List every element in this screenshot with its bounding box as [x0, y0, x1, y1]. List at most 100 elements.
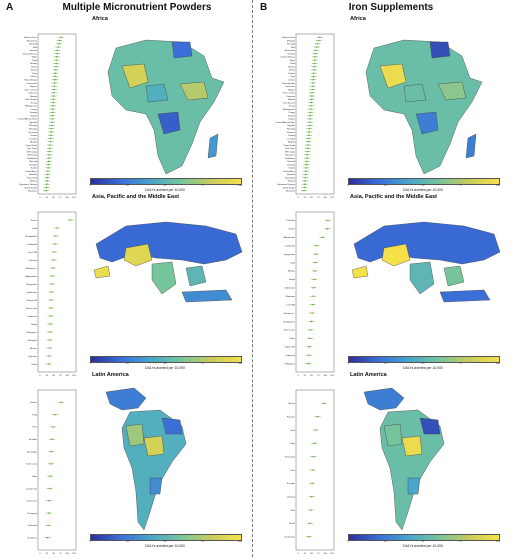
data-point	[56, 52, 58, 55]
category-label: Mauritania	[285, 49, 296, 52]
data-point	[313, 442, 316, 445]
data-point	[313, 69, 315, 71]
data-point	[312, 295, 315, 298]
data-point	[309, 121, 311, 123]
data-point	[50, 450, 53, 453]
data-point	[49, 323, 52, 325]
category-label: Zimbabwe	[27, 158, 38, 160]
category-label: Kenya	[289, 106, 296, 108]
country-shape	[149, 477, 163, 495]
category-label: Guatemala	[284, 535, 295, 538]
x-tick-label: 125	[330, 375, 334, 377]
category-label: Niger	[32, 56, 37, 59]
country-shape	[93, 265, 111, 279]
data-point	[47, 163, 50, 166]
category-label: Pakistan	[29, 259, 38, 262]
colorbar-tick: 75	[459, 184, 462, 187]
data-point	[311, 482, 313, 485]
x-tick-label: 125	[330, 553, 334, 555]
category-label: Djibouti	[30, 180, 38, 183]
colorbar-tick: 25	[384, 184, 387, 187]
category-label: Guinea-Bissau	[281, 57, 296, 59]
data-point	[54, 243, 56, 245]
category-label: Cambodia	[27, 244, 38, 246]
data-point	[49, 144, 51, 146]
country-shape	[105, 387, 147, 411]
choropleth-map-asia-pacific-and-the-middle-east-b	[351, 221, 501, 303]
country-shape	[379, 63, 407, 89]
category-label: Cuba	[290, 443, 296, 445]
data-point	[308, 134, 310, 137]
panel-letter-a: A	[6, 2, 14, 13]
data-point	[309, 337, 311, 340]
category-label: Sierra Leone	[282, 92, 295, 95]
data-point	[53, 88, 55, 91]
colorbar-tick: 0	[89, 184, 91, 187]
x-tick-label: 75	[317, 375, 320, 377]
x-tick-label: 0	[39, 375, 41, 377]
data-point	[51, 118, 54, 120]
colorbar-tick: 0	[347, 184, 349, 187]
colorbar-label: DALYs averted per 10,000	[145, 188, 185, 192]
category-label: Solomon Is.	[283, 313, 295, 315]
country-shape	[95, 221, 243, 265]
category-label: Philippines	[284, 363, 295, 365]
category-label: Benin	[289, 70, 295, 72]
choropleth-map-latin-america-b	[363, 387, 445, 531]
category-label: Comoros	[28, 92, 38, 95]
category-label: Nepal	[289, 279, 295, 281]
data-point	[317, 39, 320, 42]
category-label: Swaziland	[27, 177, 38, 179]
category-label: Angola	[288, 141, 296, 144]
dotplot-frame	[295, 33, 335, 195]
category-label: Haiti	[33, 413, 38, 416]
category-label: China	[31, 364, 37, 366]
colorbar-label: DALYs averted per 10,000	[145, 544, 185, 548]
data-point	[51, 111, 54, 114]
x-tick-label: 0	[39, 197, 41, 199]
country-shape	[143, 435, 165, 457]
country-shape	[145, 83, 169, 103]
category-label: Ghana	[30, 70, 37, 72]
colorbar-tick: 100	[496, 540, 500, 543]
column-divider	[252, 0, 253, 557]
data-point	[49, 331, 51, 333]
category-label: Malawi	[30, 96, 37, 98]
data-point	[50, 307, 52, 309]
category-label: Gabon	[30, 115, 37, 117]
data-point	[308, 345, 311, 348]
country-shape	[465, 133, 477, 159]
data-point	[305, 167, 307, 169]
data-point	[308, 131, 310, 133]
data-point	[49, 475, 52, 477]
data-point	[55, 65, 57, 68]
colorbar-tick: 25	[384, 362, 387, 365]
x-tick-label: 50	[52, 553, 55, 555]
x-tick-label: 75	[317, 197, 320, 199]
data-point	[305, 160, 308, 163]
category-label: South Africa	[25, 170, 38, 173]
category-label: Venezuela	[285, 456, 296, 458]
data-point	[47, 167, 49, 169]
category-label: Brazil	[290, 522, 296, 525]
data-point	[309, 329, 312, 331]
colorbar-ticks: 0 25 50 75 100	[89, 184, 242, 189]
category-label: Chad	[32, 60, 38, 62]
data-point	[321, 236, 324, 239]
data-point	[48, 154, 51, 156]
category-label: Zambia	[288, 115, 296, 117]
colorbar-ticks: 0 25 50 75 100	[89, 362, 242, 367]
x-tick-label: 0	[39, 553, 41, 555]
data-point	[50, 299, 52, 301]
category-label: Timor-Leste	[283, 329, 295, 332]
data-point	[52, 259, 55, 261]
region-title: Asia, Pacific and the Middle East	[92, 194, 180, 200]
country-shape	[439, 289, 491, 303]
category-label: Equatorial Guinea	[277, 183, 295, 186]
data-point	[60, 36, 63, 39]
category-label: Cape Verde	[283, 144, 295, 147]
data-point	[51, 114, 54, 117]
category-label: Mauritania	[27, 39, 38, 42]
panel-letter-b: B	[260, 2, 268, 13]
category-label: Togo	[290, 76, 296, 78]
